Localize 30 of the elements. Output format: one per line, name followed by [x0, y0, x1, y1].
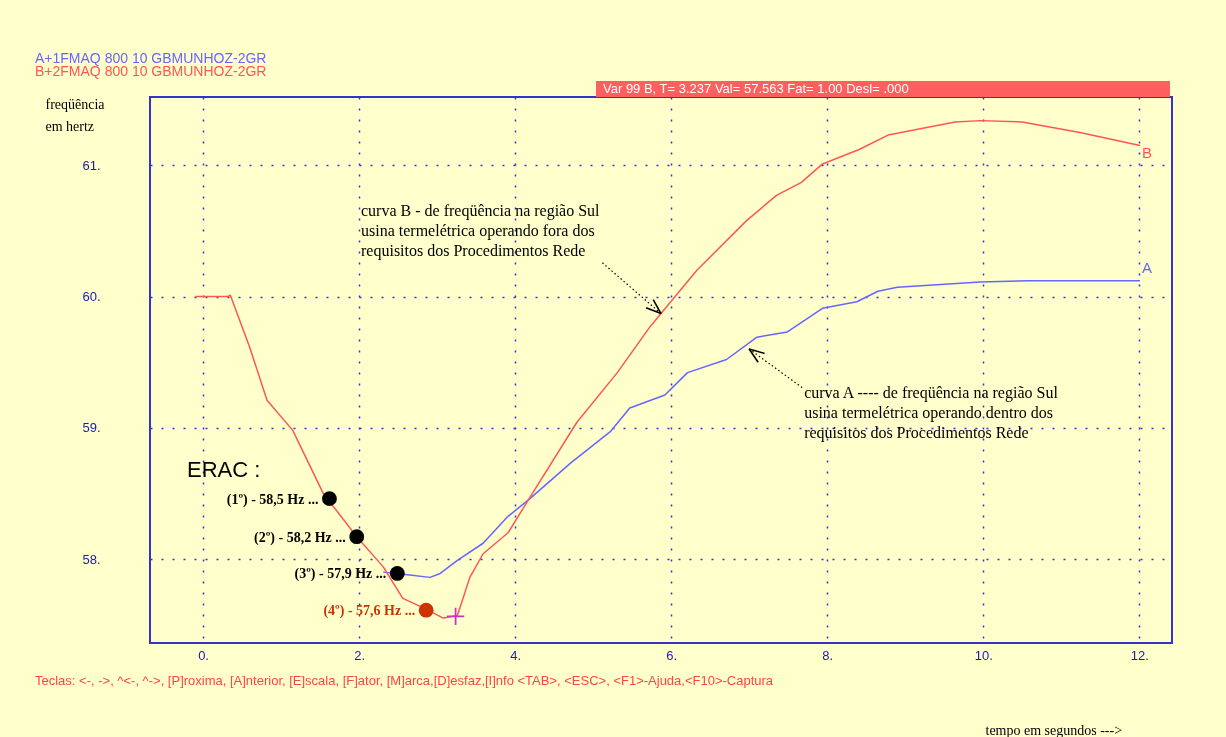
x-tick-label: 4. — [510, 647, 522, 663]
annotation: (2º) - 58,2 Hz ... — [254, 529, 346, 546]
y-tick-label: 58. — [82, 551, 101, 567]
x-tick-label: 2. — [354, 647, 365, 663]
point — [418, 602, 434, 618]
y-tick-label: 60. — [82, 289, 101, 304]
annotation: ERAC : — [187, 457, 261, 482]
x-tick-label: 0. — [198, 647, 209, 663]
y-tick-label: 61. — [82, 157, 101, 173]
x-axis-title: tempo em segundos ---> — [985, 722, 1123, 737]
x-tick-label: 8. — [822, 647, 834, 663]
annotation: curva A ---- de freqüência na região Sul usina termelétrica operando dentro dos requisitos dos Procedimentos Rede — [804, 384, 1059, 442]
annotation: B — [1142, 143, 1153, 161]
annotation: (1º) - 58,5 Hz ... — [226, 491, 319, 508]
y-axis-title: freqüência em hertz — [45, 96, 106, 134]
annotation: (3º) - 57,9 Hz ... — [294, 566, 387, 583]
text: Var 99 B, T= 3.237 Val= 57.563 Fat= 1.00 Desl= .000 — [603, 81, 909, 96]
y-tick-label: 59. — [82, 420, 101, 436]
point — [349, 529, 365, 545]
annotation: curva B - de freqüência na região Sul usina termelétrica operando fora dos requisitos dos Procedimentos Rede — [361, 201, 601, 260]
annotation: (4º) - 57,6 Hz ... — [323, 603, 416, 620]
point — [446, 606, 466, 626]
point — [389, 566, 405, 581]
text: A+1FMAQ 800 10 GBMUNHOZ-2GR — [35, 50, 267, 66]
x-tick-label: 10. — [974, 647, 993, 663]
text: Teclas: <-, ->, ^<-, ^->, [P]roxima, [A]nterior, [E]scala, [F]ator, [M]arca,[D]esfaz,[I]nfo <TAB>, <ESC>, <F1>-Ajuda,<F10>-Captura — [35, 673, 774, 688]
annotation: A — [1142, 258, 1153, 276]
x-tick-label: 6. — [666, 647, 678, 663]
point — [322, 491, 337, 507]
x-tick-label: 12. — [1130, 647, 1149, 663]
